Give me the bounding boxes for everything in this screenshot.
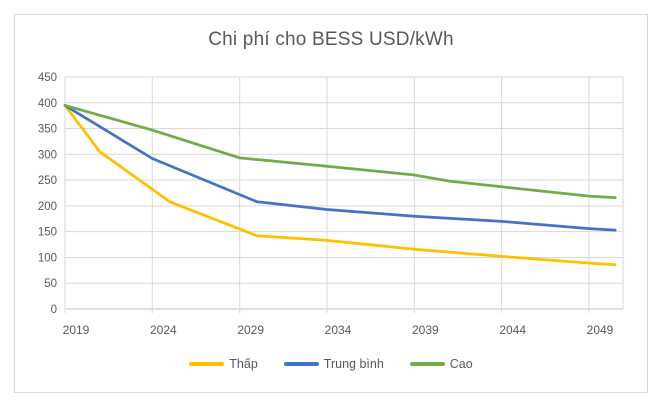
x-axis-label: 2034 xyxy=(325,323,352,337)
y-axis-label: 150 xyxy=(38,227,57,239)
y-axis-label: 300 xyxy=(38,149,57,161)
y-axis-label: 100 xyxy=(38,252,57,264)
x-axis-label: 2044 xyxy=(499,323,526,337)
legend-label: Trung bình xyxy=(323,357,384,371)
x-axis-label: 2039 xyxy=(412,323,439,337)
x-axis-label: 2029 xyxy=(237,323,264,337)
y-axis-label: 350 xyxy=(38,124,57,136)
series-line-trung-bình xyxy=(63,104,617,232)
y-axis-label: 50 xyxy=(44,278,57,290)
legend-label: Thấp xyxy=(229,357,258,371)
y-axis-label: 0 xyxy=(51,304,57,316)
legend-marker-icon xyxy=(409,362,445,366)
x-axis-label: 2019 xyxy=(63,323,90,337)
y-axis-label: 250 xyxy=(38,175,57,187)
series-line-cao xyxy=(63,104,617,199)
legend-marker-icon xyxy=(189,362,225,366)
legend-item-1: Thấp xyxy=(189,357,258,371)
chart-title: Chi phí cho BESS USD/kWh xyxy=(208,29,454,50)
y-axis-label: 400 xyxy=(38,98,57,110)
series-line-thấp xyxy=(63,104,617,267)
x-axis-label: 2049 xyxy=(587,323,614,337)
plot-area: 450 400 350 300 250 200 150 100 50 0 2019 2024 2029 2… xyxy=(38,72,624,337)
legend-item-3: Cao xyxy=(409,357,473,371)
y-axis-label: 200 xyxy=(38,201,57,213)
legend-label: Cao xyxy=(449,357,473,371)
x-axis-label: 2024 xyxy=(150,323,177,337)
y-axis-label: 450 xyxy=(38,72,57,84)
legend-item-2: Trung bình xyxy=(283,357,384,371)
legend-marker-icon xyxy=(283,362,319,366)
legend: Thấp Trung bình Cao xyxy=(0,357,662,371)
